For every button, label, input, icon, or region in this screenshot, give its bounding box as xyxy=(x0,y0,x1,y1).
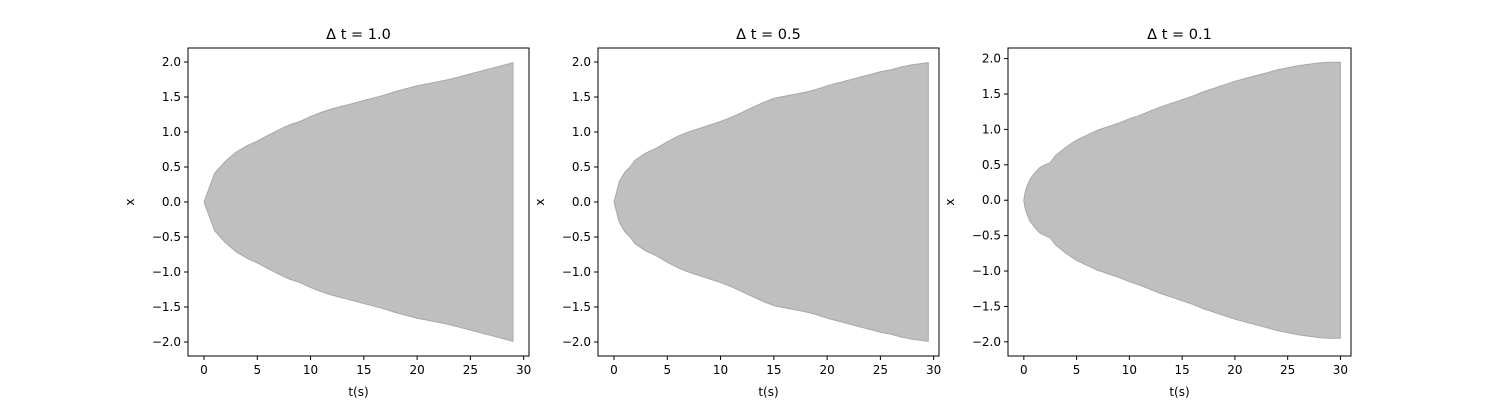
y-tick-label: 0.5 xyxy=(982,158,1001,172)
y-tick-label: 1.0 xyxy=(572,125,591,139)
y-ticks: 2.0 1.5 1.0 0.5 0.0 −0.5 −1.0 −1.5 −2.0 xyxy=(152,55,188,349)
y-tick-label: −0.5 xyxy=(152,230,181,244)
axes-frame xyxy=(1007,47,1352,357)
y-tick-label: 0.0 xyxy=(572,195,591,209)
y-tick-label: 0.0 xyxy=(982,193,1001,207)
x-tick-label: 10 xyxy=(1122,363,1137,377)
y-tick-label: −1.5 xyxy=(152,300,181,314)
envelope-area xyxy=(613,62,929,342)
panel-title: Δ t = 1.0 xyxy=(326,27,391,43)
y-tick-label: 1.5 xyxy=(982,87,1001,101)
panel-title: Δ t = 0.1 xyxy=(1147,27,1212,43)
x-tick-label: 25 xyxy=(1280,363,1295,377)
x-axis-label: t(s) xyxy=(758,385,778,399)
x-tick-label: 10 xyxy=(713,363,728,377)
y-tick-label: 1.5 xyxy=(572,90,591,104)
y-tick-label: 1.0 xyxy=(162,125,181,139)
x-tick-label: 30 xyxy=(926,363,941,377)
y-tick-label: −0.5 xyxy=(562,230,591,244)
y-tick-label: −1.5 xyxy=(972,299,1001,313)
x-tick-label: 15 xyxy=(356,363,371,377)
y-tick-label: 2.0 xyxy=(572,55,591,69)
panel-1: Δ t = 1.0 2.0 1.5 1.0 0.5 0.0 −0.5 −1.0 −1.5 −2.… xyxy=(123,27,531,399)
x-ticks: 0 5 10 15 20 25 30 xyxy=(1020,356,1348,377)
x-ticks: 0 5 10 15 20 25 30 xyxy=(200,356,531,377)
x-tick-label: 20 xyxy=(409,363,424,377)
y-ticks: 2.0 1.5 1.0 0.5 0.0 −0.5 −1.0 −1.5 −2.0 xyxy=(972,52,1008,349)
x-tick-label: 5 xyxy=(663,363,671,377)
y-tick-label: 2.0 xyxy=(162,55,181,69)
x-tick-label: 5 xyxy=(253,363,261,377)
y-tick-label: 1.0 xyxy=(982,122,1001,136)
envelope-area xyxy=(203,62,514,342)
y-tick-label: 0.0 xyxy=(162,195,181,209)
y-axis-label: x xyxy=(533,198,547,205)
x-axis-label: t(s) xyxy=(1169,385,1189,399)
x-tick-label: 0 xyxy=(1020,363,1028,377)
x-tick-label: 5 xyxy=(1073,363,1081,377)
x-tick-label: 25 xyxy=(463,363,478,377)
y-tick-label: −1.0 xyxy=(152,265,181,279)
x-axis-label: t(s) xyxy=(348,385,368,399)
panel-title: Δ t = 0.5 xyxy=(736,27,801,43)
y-tick-label: −0.5 xyxy=(972,229,1001,243)
y-tick-label: −2.0 xyxy=(152,335,181,349)
x-tick-label: 30 xyxy=(516,363,531,377)
x-tick-label: 20 xyxy=(819,363,834,377)
panel-2: Δ t = 0.5 2.0 1.5 1.0 0.5 0.0 −0.5 −1.0 −1.5 −2.… xyxy=(533,27,941,399)
x-tick-label: 0 xyxy=(200,363,208,377)
x-tick-label: 15 xyxy=(1174,363,1189,377)
y-tick-label: −1.0 xyxy=(562,265,591,279)
x-tick-label: 20 xyxy=(1227,363,1242,377)
y-axis-label: x xyxy=(943,198,957,205)
envelope-area xyxy=(1023,61,1341,339)
x-tick-label: 25 xyxy=(873,363,888,377)
panel-3: Δ t = 0.1 2.0 1.5 1.0 0.5 0.0 −0.5 −1.0 −1.5 −2.… xyxy=(943,27,1352,399)
y-tick-label: 1.5 xyxy=(162,90,181,104)
x-tick-label: 0 xyxy=(610,363,618,377)
x-tick-label: 30 xyxy=(1333,363,1348,377)
y-ticks: 2.0 1.5 1.0 0.5 0.0 −0.5 −1.0 −1.5 −2.0 xyxy=(562,55,598,349)
y-tick-label: −1.5 xyxy=(562,300,591,314)
y-tick-label: −1.0 xyxy=(972,264,1001,278)
y-tick-label: 2.0 xyxy=(982,52,1001,66)
y-tick-label: −2.0 xyxy=(972,335,1001,349)
x-ticks: 0 5 10 15 20 25 30 xyxy=(610,356,941,377)
y-tick-label: 0.5 xyxy=(572,160,591,174)
y-axis-label: x xyxy=(123,198,137,205)
y-tick-label: 0.5 xyxy=(162,160,181,174)
x-tick-label: 10 xyxy=(303,363,318,377)
y-tick-label: −2.0 xyxy=(562,335,591,349)
x-tick-label: 15 xyxy=(766,363,781,377)
